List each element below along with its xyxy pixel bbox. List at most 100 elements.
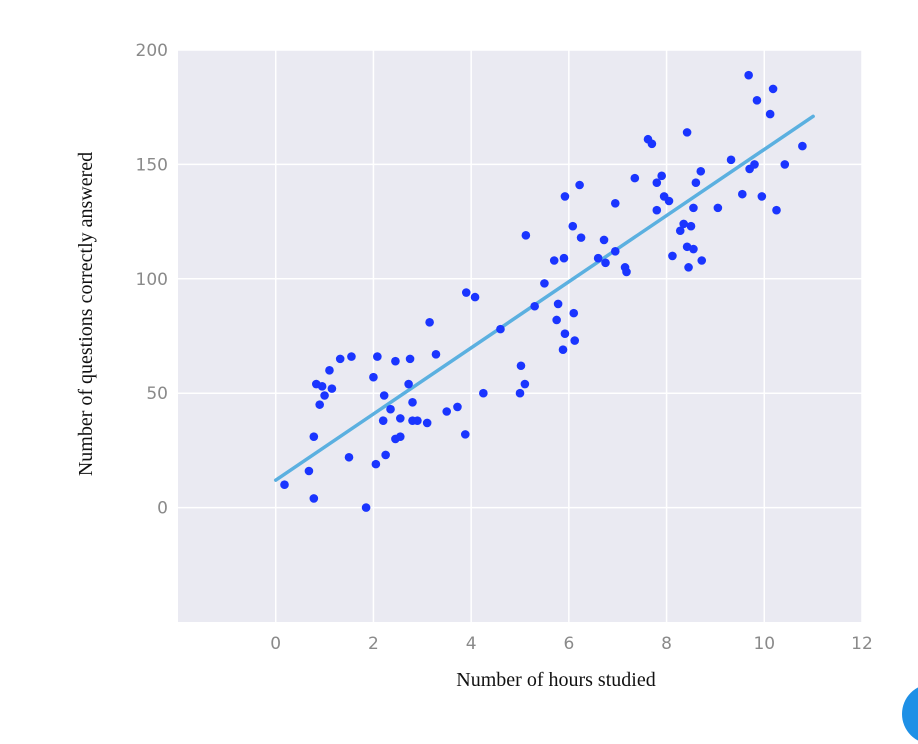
data-point [530, 301, 539, 311]
data-points [280, 70, 807, 512]
x-tick-label: 0 [270, 634, 281, 654]
data-point [668, 251, 677, 261]
data-point [652, 178, 662, 188]
data-point [309, 494, 319, 503]
data-point [765, 109, 775, 119]
y-tick-label: 200 [136, 41, 168, 61]
data-point [569, 308, 579, 318]
data-point [425, 317, 434, 327]
y-tick-label: 100 [136, 270, 168, 290]
data-point [610, 247, 620, 256]
data-point [309, 432, 319, 441]
data-point [431, 350, 441, 359]
data-point [396, 414, 405, 423]
data-point [738, 189, 747, 199]
data-point [540, 279, 549, 288]
data-point [657, 171, 666, 181]
x-tick-label: 2 [368, 634, 379, 654]
data-point [405, 354, 415, 364]
data-point [652, 205, 662, 215]
data-point [325, 366, 334, 375]
data-point [549, 256, 559, 265]
data-point [344, 452, 354, 462]
data-point [682, 128, 692, 137]
data-point [335, 354, 345, 364]
data-point [496, 324, 505, 334]
data-point [461, 288, 471, 297]
data-point [327, 384, 337, 393]
data-point [552, 315, 561, 325]
data-point [686, 221, 696, 231]
data-point [304, 466, 314, 476]
data-point [726, 155, 736, 165]
data-point [679, 219, 688, 229]
data-point [696, 166, 706, 176]
y-tick-label: 150 [136, 155, 168, 175]
data-point [516, 361, 526, 371]
data-point [404, 379, 413, 389]
data-point [559, 253, 569, 263]
data-point [664, 196, 674, 206]
data-point [576, 233, 586, 242]
data-point [317, 382, 327, 391]
data-point [378, 416, 388, 425]
data-point [630, 173, 640, 183]
data-point [772, 205, 781, 215]
data-point [553, 299, 563, 309]
x-tick-label: 6 [563, 634, 574, 654]
data-point [442, 407, 452, 416]
data-point [479, 388, 488, 398]
data-point [373, 352, 382, 361]
data-point [521, 231, 531, 240]
x-tick-label: 10 [753, 634, 775, 654]
data-point [593, 253, 603, 263]
data-point [768, 84, 778, 94]
x-tick-label: 8 [661, 634, 672, 654]
y-axis-label: Number of questions correctly answered [75, 152, 97, 476]
data-point [381, 450, 390, 460]
data-point [568, 221, 578, 231]
data-point [371, 459, 381, 469]
data-point [520, 379, 530, 389]
data-point [752, 96, 762, 105]
data-point [470, 292, 480, 302]
data-point [798, 141, 807, 151]
data-point [453, 402, 462, 412]
data-point [610, 198, 620, 208]
data-point [560, 329, 570, 339]
data-point [422, 418, 432, 428]
data-point [599, 235, 609, 245]
data-point [280, 480, 289, 490]
data-point [744, 70, 753, 80]
data-point [396, 432, 405, 441]
regression-line [273, 114, 815, 482]
data-point [558, 345, 568, 355]
scatter-chart: 0 2 4 6 8 10 12 0 50 100 150 200 Number of hours st… [75, 41, 873, 691]
data-point [675, 226, 685, 236]
data-point [369, 372, 378, 382]
data-point [361, 503, 371, 512]
x-tick-label: 4 [466, 634, 477, 654]
data-point [315, 400, 324, 409]
data-point [689, 203, 698, 213]
data-point [413, 416, 422, 425]
data-point [713, 203, 723, 213]
data-point [386, 404, 395, 414]
x-tick-label: 12 [851, 634, 873, 654]
data-point [560, 192, 570, 201]
data-point [684, 263, 693, 272]
data-point [622, 267, 631, 277]
data-point [757, 192, 767, 201]
data-point [391, 356, 400, 366]
data-point [689, 244, 698, 254]
data-point [515, 388, 525, 398]
y-tick-label: 50 [146, 384, 168, 404]
data-point [697, 256, 707, 265]
data-point [320, 391, 329, 400]
data-point [408, 398, 417, 407]
plot-area [178, 50, 862, 622]
data-point [460, 430, 470, 439]
data-point [691, 178, 701, 188]
data-point [750, 160, 759, 169]
data-point [780, 160, 790, 169]
